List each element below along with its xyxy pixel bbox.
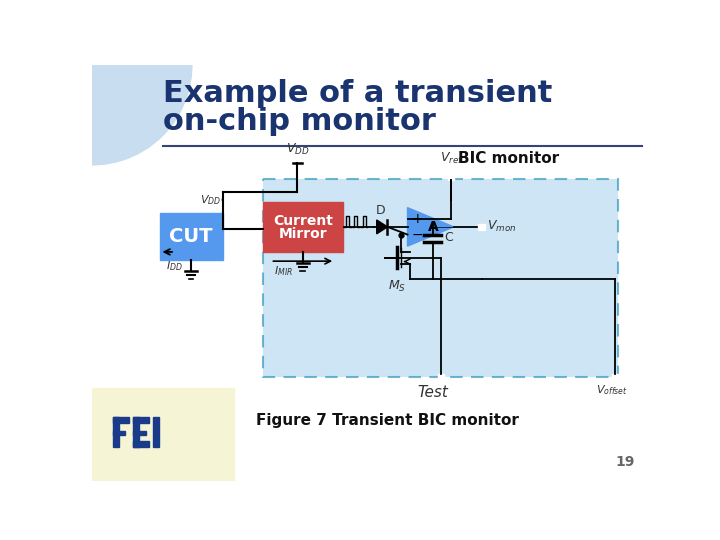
Bar <box>113 417 129 423</box>
Text: $V_{DD'}$: $V_{DD'}$ <box>199 193 223 207</box>
Bar <box>263 179 618 377</box>
Bar <box>133 417 139 447</box>
Bar <box>92 388 234 481</box>
Text: $I_{DD}$: $I_{DD}$ <box>166 260 183 273</box>
Bar <box>153 417 159 447</box>
Text: −: − <box>411 227 423 241</box>
Text: Example of a transient: Example of a transient <box>163 79 553 107</box>
Text: $V_{DD}$: $V_{DD}$ <box>286 142 309 157</box>
Bar <box>160 213 222 260</box>
Text: $M_S$: $M_S$ <box>389 279 407 294</box>
Bar <box>263 202 343 252</box>
Wedge shape <box>74 48 192 165</box>
Text: 19: 19 <box>616 455 634 469</box>
Bar <box>133 430 145 435</box>
Text: $V_{ref}$: $V_{ref}$ <box>440 151 464 166</box>
Text: Current: Current <box>273 214 333 228</box>
Bar <box>438 374 444 381</box>
Text: $V_{mon}$: $V_{mon}$ <box>487 219 516 234</box>
Text: BIC monitor: BIC monitor <box>459 151 559 166</box>
Text: C: C <box>444 231 453 244</box>
Polygon shape <box>377 220 387 234</box>
Bar <box>449 174 454 180</box>
Text: +: + <box>411 212 423 226</box>
Text: Mirror: Mirror <box>279 227 327 241</box>
Bar <box>113 417 119 447</box>
Bar <box>133 441 149 447</box>
Text: CUT: CUT <box>169 227 213 246</box>
Text: Test: Test <box>418 385 449 400</box>
Bar <box>160 213 222 260</box>
Bar <box>478 224 485 230</box>
Text: Figure 7 Transient BIC monitor: Figure 7 Transient BIC monitor <box>256 413 518 428</box>
Bar <box>612 374 618 381</box>
Text: on-chip monitor: on-chip monitor <box>163 107 436 136</box>
Bar <box>133 417 149 423</box>
Bar <box>263 202 343 252</box>
Text: A: A <box>428 220 438 234</box>
Polygon shape <box>408 208 454 246</box>
Text: $V_{offset}$: $V_{offset}$ <box>596 383 629 397</box>
Text: D: D <box>376 204 385 217</box>
Bar <box>113 430 125 435</box>
Text: $I_{MIR}$: $I_{MIR}$ <box>274 264 292 278</box>
